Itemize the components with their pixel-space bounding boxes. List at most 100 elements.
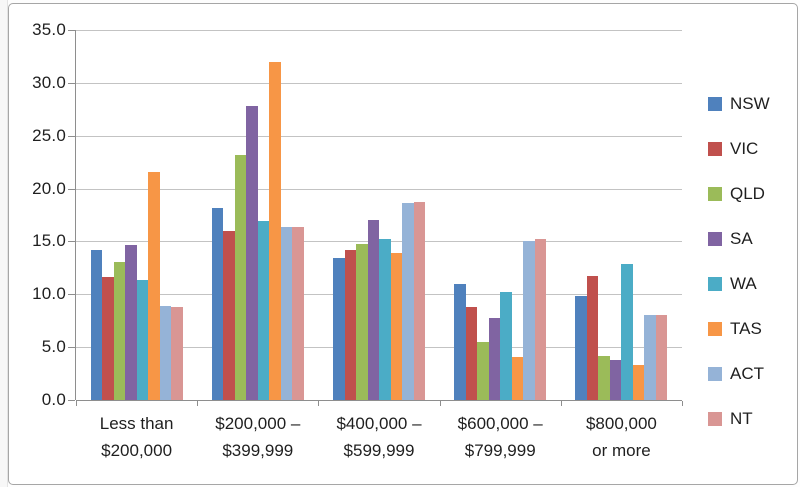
bar-qld-1[interactable] bbox=[234, 154, 247, 400]
x-axis-category-label-line: $200,000 bbox=[101, 441, 173, 460]
bar-nsw-2[interactable] bbox=[333, 258, 345, 400]
bar-sa-1[interactable] bbox=[246, 106, 258, 400]
y-axis-tick bbox=[68, 135, 75, 137]
y-axis-tick bbox=[68, 241, 75, 243]
y-axis-tick-label: 0.0 bbox=[41, 390, 66, 409]
bar-nt-3[interactable] bbox=[534, 239, 547, 400]
legend-label: VIC bbox=[730, 139, 759, 158]
x-axis-tick bbox=[439, 401, 441, 406]
bar-nt-0[interactable] bbox=[171, 306, 183, 400]
bar-tas-0[interactable] bbox=[148, 171, 160, 400]
y-axis-tick-label: 10.0 bbox=[32, 284, 66, 304]
legend-swatch-icon bbox=[708, 322, 722, 336]
y-axis-tick-label: 20.0 bbox=[32, 178, 66, 198]
bar-sa-4[interactable] bbox=[609, 359, 622, 400]
x-axis-category-label-line: $599,999 bbox=[343, 441, 415, 460]
bar-tas-1[interactable] bbox=[269, 61, 281, 400]
bar-group bbox=[318, 30, 439, 400]
bar-wa-4[interactable] bbox=[621, 263, 633, 400]
legend-item-nt[interactable]: NT bbox=[708, 409, 770, 429]
legend-swatch-icon bbox=[708, 277, 722, 291]
bar-wa-3[interactable] bbox=[500, 292, 512, 400]
bar-tas-3[interactable] bbox=[511, 356, 524, 400]
legend-label: NT bbox=[730, 409, 753, 428]
y-axis-tick bbox=[68, 400, 75, 401]
x-axis-category-label-line: $799,999 bbox=[464, 441, 536, 460]
y-axis-tick bbox=[68, 30, 75, 31]
legend-item-nsw[interactable]: NSW bbox=[708, 94, 770, 114]
bar-nt-1[interactable] bbox=[292, 226, 304, 400]
legend-item-wa[interactable]: WA bbox=[708, 274, 770, 294]
bar-nsw-4[interactable] bbox=[575, 296, 587, 400]
gridline bbox=[76, 188, 682, 190]
x-axis-category-label-line: or more bbox=[592, 441, 651, 460]
bar-nt-2[interactable] bbox=[413, 202, 425, 400]
y-axis-tick bbox=[68, 188, 75, 190]
legend-label: TAS bbox=[730, 319, 762, 338]
legend-item-vic[interactable]: VIC bbox=[708, 139, 770, 159]
legend-swatch-icon bbox=[708, 367, 722, 381]
bar-vic-4[interactable] bbox=[586, 276, 599, 400]
bar-qld-4[interactable] bbox=[598, 355, 610, 400]
legend-label: SA bbox=[730, 229, 753, 248]
x-axis-category-label-line: $399,999 bbox=[222, 441, 294, 460]
bar-sa-3[interactable] bbox=[488, 317, 501, 400]
bar-tas-2[interactable] bbox=[390, 253, 402, 400]
sheet-edge-strip bbox=[0, 0, 8, 487]
x-axis-tick bbox=[682, 401, 683, 406]
legend-item-qld[interactable]: QLD bbox=[708, 184, 770, 204]
legend-swatch-icon bbox=[708, 97, 722, 111]
gridline bbox=[76, 82, 682, 84]
y-axis-tick-label: 30.0 bbox=[32, 72, 66, 92]
bar-nt-4[interactable] bbox=[655, 315, 668, 400]
legend: NSW VIC QLD SA WA TAS ACT NT bbox=[708, 94, 770, 429]
bar-wa-2[interactable] bbox=[379, 239, 391, 400]
bar-group bbox=[76, 30, 197, 400]
legend-item-tas[interactable]: TAS bbox=[708, 319, 770, 339]
bar-act-2[interactable] bbox=[402, 203, 414, 400]
legend-swatch-icon bbox=[708, 412, 722, 426]
x-axis-category-label-line: $200,000 – bbox=[215, 414, 301, 433]
y-axis-tick-label: 25.0 bbox=[32, 125, 66, 145]
bar-qld-2[interactable] bbox=[356, 243, 368, 400]
bar-qld-0[interactable] bbox=[113, 261, 126, 400]
legend-item-sa[interactable]: SA bbox=[708, 229, 770, 249]
bar-act-0[interactable] bbox=[159, 305, 172, 400]
bar-group bbox=[197, 30, 318, 400]
bar-qld-3[interactable] bbox=[477, 341, 489, 400]
bar-vic-0[interactable] bbox=[102, 277, 114, 400]
bar-sa-2[interactable] bbox=[367, 220, 379, 400]
y-axis-line bbox=[75, 30, 76, 400]
bar-tas-4[interactable] bbox=[632, 365, 645, 400]
bar-vic-3[interactable] bbox=[465, 306, 478, 400]
bar-wa-0[interactable] bbox=[136, 279, 149, 400]
bar-nsw-1[interactable] bbox=[211, 207, 224, 400]
bar-nsw-3[interactable] bbox=[454, 283, 466, 400]
bar-act-4[interactable] bbox=[644, 315, 656, 400]
bar-wa-1[interactable] bbox=[257, 221, 270, 400]
bar-groups-container bbox=[76, 30, 682, 400]
x-axis-category-label: $800,000 or more bbox=[561, 410, 682, 464]
bar-vic-2[interactable] bbox=[344, 249, 356, 400]
legend-swatch-icon bbox=[708, 142, 722, 156]
bar-vic-1[interactable] bbox=[223, 230, 235, 400]
bar-act-3[interactable] bbox=[523, 241, 535, 400]
bar-sa-0[interactable] bbox=[125, 244, 137, 400]
x-axis-tick bbox=[560, 401, 562, 406]
x-axis-line bbox=[76, 400, 682, 401]
gridline bbox=[76, 135, 682, 137]
bar-act-1[interactable] bbox=[280, 226, 293, 400]
x-axis-tick bbox=[197, 401, 199, 406]
y-axis-tick-label: 35.0 bbox=[32, 20, 66, 39]
legend-label: QLD bbox=[730, 184, 765, 203]
legend-item-act[interactable]: ACT bbox=[708, 364, 770, 384]
x-axis-labels: Less than $200,000 $200,000 – $399,999 $400,… bbox=[76, 410, 682, 464]
y-axis-tick-label: 5.0 bbox=[41, 337, 66, 357]
y-axis-tick bbox=[68, 82, 75, 84]
gridline bbox=[76, 30, 682, 31]
bar-nsw-0[interactable] bbox=[90, 249, 103, 400]
x-axis-category-label-line: $400,000 – bbox=[336, 414, 422, 433]
y-axis-tick-label: 15.0 bbox=[32, 231, 66, 251]
x-axis-category-label: $400,000 – $599,999 bbox=[318, 410, 439, 464]
legend-swatch-icon bbox=[708, 232, 722, 246]
